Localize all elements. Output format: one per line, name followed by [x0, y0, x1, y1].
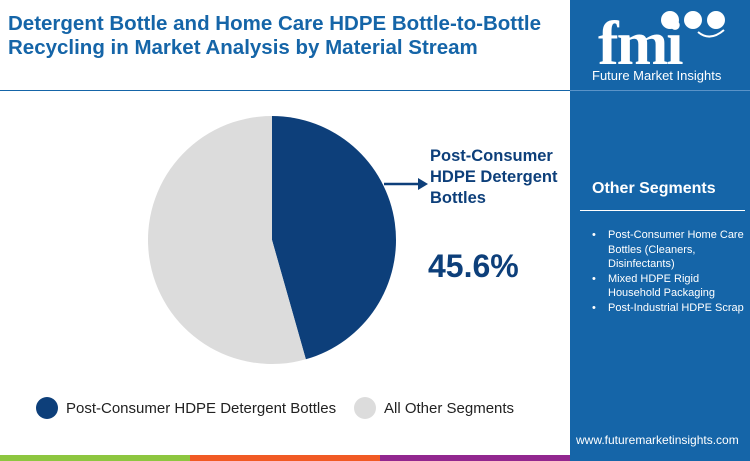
legend-label: All Other Segments: [384, 399, 515, 417]
legend-item-primary: Post-Consumer HDPE Detergent Bottles: [36, 397, 336, 419]
callout-value: 45.6%: [428, 248, 519, 284]
legend-swatch: [36, 397, 58, 419]
fmi-logo: fmi: [598, 10, 725, 68]
divider: [580, 210, 745, 211]
brand-name: Future Market Insights: [592, 68, 722, 83]
arrow-icon: [384, 178, 428, 190]
divider: [570, 90, 750, 91]
stripe-orange: [190, 455, 380, 461]
list-item: Post-Consumer Home Care Bottles (Cleaner…: [592, 228, 750, 272]
divider: [0, 90, 570, 91]
legend-swatch: [354, 397, 376, 419]
stripe-purple: [380, 455, 570, 461]
callout-text: Post-Consumer HDPE Detergent Bottles: [430, 147, 558, 207]
other-segments-heading: Other Segments: [592, 180, 716, 197]
legend-label: Post-Consumer HDPE Detergent Bottles: [66, 399, 337, 417]
chart-title: Detergent Bottle and Home Care HDPE Bott…: [8, 12, 542, 59]
list-item: Post-Industrial HDPE Scrap: [592, 301, 750, 316]
website-link[interactable]: www.futuremarketinsights.com: [576, 433, 739, 447]
pie-slice-0: [272, 116, 396, 360]
stripe-green: [0, 455, 190, 461]
other-segments-list: Post-Consumer Home Care Bottles (Cleaner…: [592, 228, 750, 315]
pie-chart: [147, 116, 396, 364]
pie-slice-1: [147, 116, 306, 364]
side-panel: fmi Future Market Insights Other Segment…: [570, 0, 750, 461]
callout-label: Post-Consumer HDPE Detergent Bottles: [430, 146, 565, 209]
list-item: Mixed HDPE Rigid Household Packaging: [592, 272, 750, 301]
legend-item-other: All Other Segments: [354, 397, 514, 419]
